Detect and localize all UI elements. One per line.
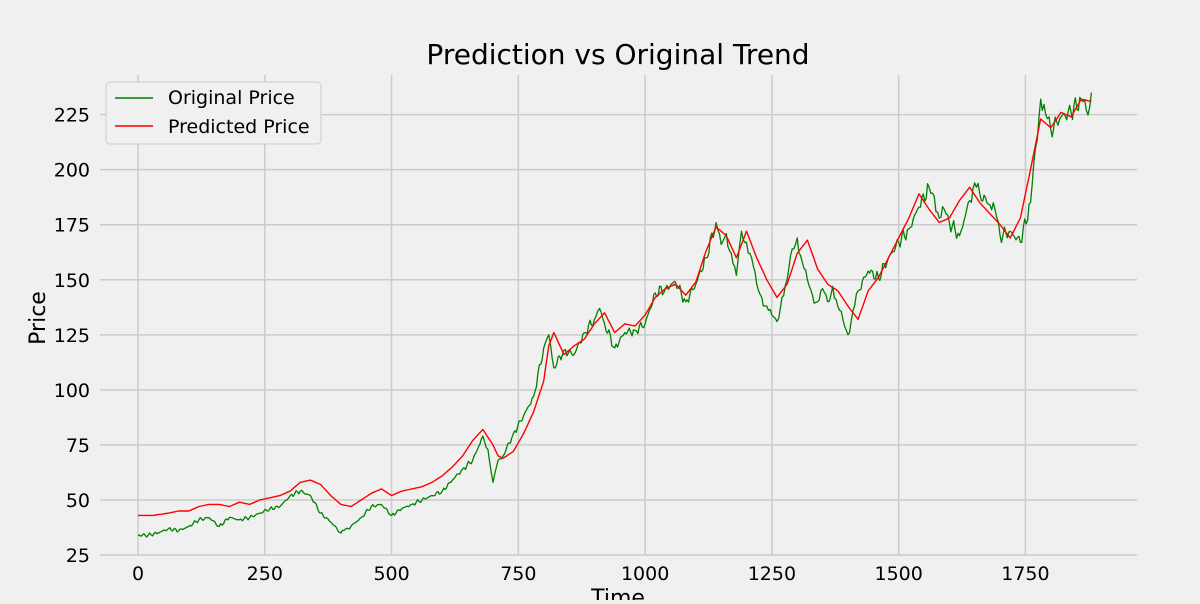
y-axis-label: Price <box>26 291 51 345</box>
y-tick-label-125: 125 <box>54 325 90 347</box>
y-tick-label-150: 150 <box>54 270 90 292</box>
x-tick-label-1000: 1000 <box>621 563 669 585</box>
x-axis-label: Time <box>590 586 645 600</box>
x-tick-label-1250: 1250 <box>748 563 796 585</box>
legend: Original Price Predicted Price <box>106 82 321 144</box>
legend-original-label: Original Price <box>168 87 295 109</box>
y-tick-label-225: 225 <box>54 105 90 127</box>
x-tick-label-1750: 1750 <box>1001 563 1049 585</box>
y-tick-label-100: 100 <box>54 380 90 402</box>
y-tick-label-50: 50 <box>66 490 90 512</box>
x-tick-label-750: 750 <box>500 563 536 585</box>
y-tick-label-75: 75 <box>66 435 90 457</box>
x-tick-label-0: 0 <box>132 563 144 585</box>
x-tick-label-1500: 1500 <box>874 563 922 585</box>
x-tick-label-500: 500 <box>373 563 409 585</box>
y-tick-label-200: 200 <box>54 160 90 182</box>
chart-title: Prediction vs Original Trend <box>426 38 809 71</box>
y-tick-label-25: 25 <box>66 545 90 567</box>
legend-predicted-label: Predicted Price <box>168 116 310 138</box>
y-tick-label-175: 175 <box>54 215 90 237</box>
x-tick-label-250: 250 <box>247 563 283 585</box>
